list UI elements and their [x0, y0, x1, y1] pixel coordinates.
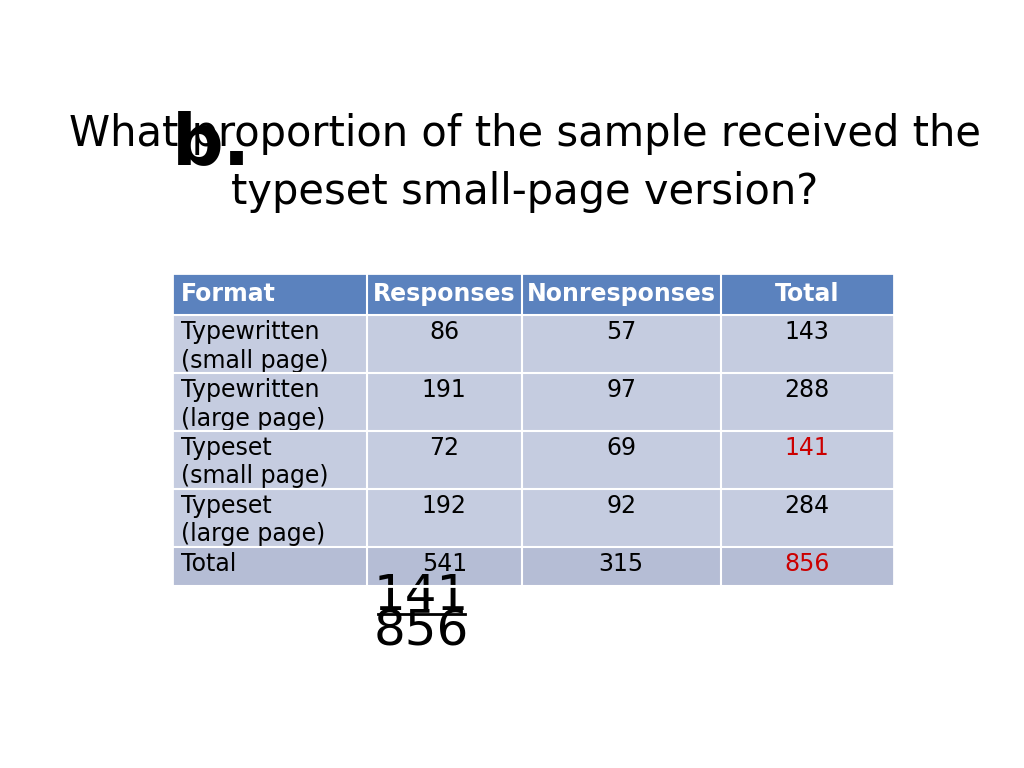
Text: Typeset
(small page): Typeset (small page)	[181, 435, 329, 488]
Text: Total: Total	[181, 551, 237, 576]
Text: What proportion of the sample received the
typeset small-page version?: What proportion of the sample received t…	[69, 113, 981, 214]
Text: 141: 141	[784, 435, 829, 460]
Text: b.: b.	[172, 110, 251, 179]
Text: 288: 288	[784, 378, 829, 402]
Text: Nonresponses: Nonresponses	[526, 282, 716, 306]
Text: 143: 143	[784, 319, 829, 344]
Text: 315: 315	[599, 551, 644, 576]
Text: 72: 72	[429, 435, 460, 460]
Bar	[172, 547, 894, 586]
Text: 86: 86	[429, 319, 460, 344]
Text: Total: Total	[775, 282, 840, 306]
Text: 97: 97	[606, 378, 636, 402]
Bar	[172, 489, 894, 547]
Text: Typeset
(large page): Typeset (large page)	[181, 494, 326, 547]
Text: 57: 57	[606, 319, 636, 344]
Text: 191: 191	[422, 378, 467, 402]
Bar	[172, 273, 894, 315]
Text: Typewritten
(large page): Typewritten (large page)	[181, 378, 326, 431]
Bar	[172, 315, 894, 373]
Text: 92: 92	[606, 494, 636, 518]
Text: 856: 856	[784, 551, 829, 576]
Text: Typewritten
(small page): Typewritten (small page)	[181, 319, 329, 372]
Text: Responses: Responses	[373, 282, 515, 306]
Bar	[172, 431, 894, 489]
Text: 69: 69	[606, 435, 636, 460]
Text: 541: 541	[422, 551, 467, 576]
Bar	[172, 373, 894, 431]
Text: 141: 141	[374, 572, 469, 620]
Text: 856: 856	[374, 607, 469, 655]
Text: 284: 284	[784, 494, 829, 518]
Text: Format: Format	[181, 282, 276, 306]
Bar	[172, 273, 894, 586]
Text: 192: 192	[422, 494, 467, 518]
